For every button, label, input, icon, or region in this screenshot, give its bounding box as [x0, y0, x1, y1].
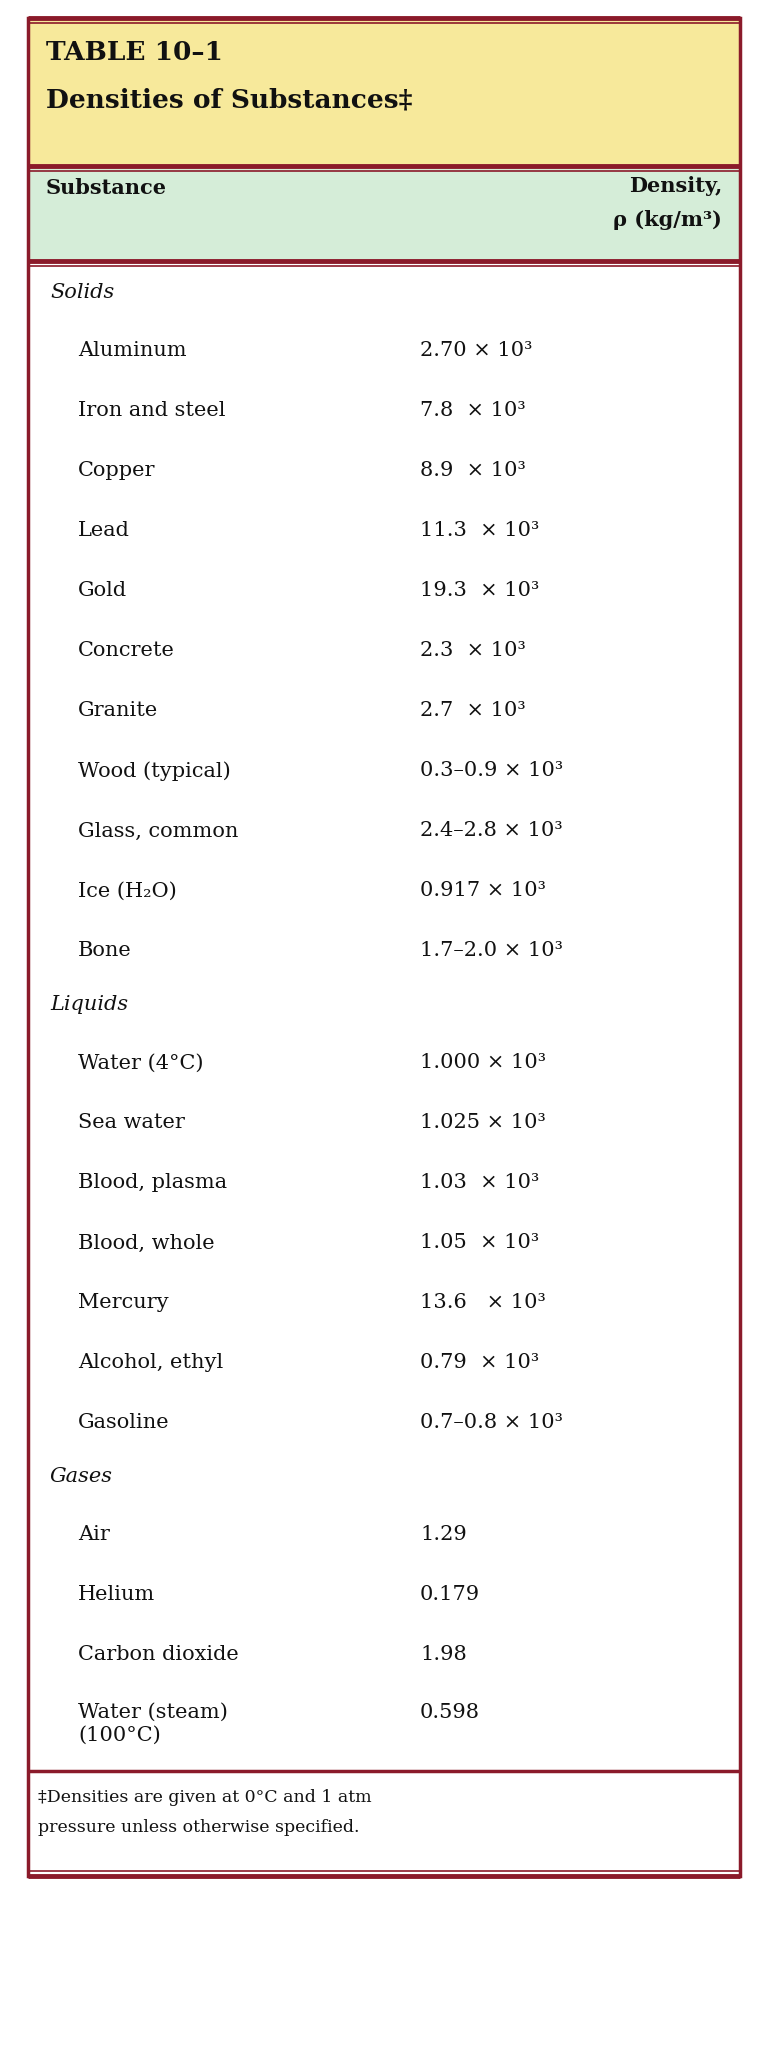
Text: Ice (H₂O): Ice (H₂O)	[78, 882, 177, 900]
Text: Water (4°C): Water (4°C)	[78, 1054, 204, 1072]
Text: ‡Densities are given at 0°C and 1 atm: ‡Densities are given at 0°C and 1 atm	[38, 1788, 372, 1807]
Text: Helium: Helium	[78, 1586, 155, 1604]
Text: ρ (kg/m³): ρ (kg/m³)	[613, 211, 722, 229]
Text: 13.6   × 10³: 13.6 × 10³	[420, 1293, 546, 1311]
Text: Blood, plasma: Blood, plasma	[78, 1174, 227, 1193]
Text: pressure unless otherwise specified.: pressure unless otherwise specified.	[38, 1819, 359, 1835]
Text: Copper: Copper	[78, 462, 155, 481]
Text: 2.3  × 10³: 2.3 × 10³	[420, 642, 526, 661]
Text: 1.000 × 10³: 1.000 × 10³	[420, 1054, 546, 1072]
Text: Carbon dioxide: Carbon dioxide	[78, 1645, 239, 1665]
Text: 2.7  × 10³: 2.7 × 10³	[420, 702, 525, 720]
Text: 0.179: 0.179	[420, 1586, 480, 1604]
Bar	[28, 166, 740, 262]
Text: Alcohol, ethyl: Alcohol, ethyl	[78, 1354, 223, 1373]
Text: 2.70 × 10³: 2.70 × 10³	[420, 342, 532, 360]
Text: 7.8  × 10³: 7.8 × 10³	[420, 401, 525, 421]
Text: Granite: Granite	[78, 702, 158, 720]
Text: 2.4–2.8 × 10³: 2.4–2.8 × 10³	[420, 822, 563, 841]
Text: TABLE 10–1: TABLE 10–1	[46, 41, 223, 65]
Text: Gasoline: Gasoline	[78, 1414, 170, 1432]
Text: Substance: Substance	[46, 178, 167, 198]
Text: Mercury: Mercury	[78, 1293, 169, 1311]
Text: 0.79  × 10³: 0.79 × 10³	[420, 1354, 539, 1373]
Text: 8.9  × 10³: 8.9 × 10³	[420, 462, 526, 481]
Text: 1.05  × 10³: 1.05 × 10³	[420, 1234, 539, 1252]
Text: Wood (typical): Wood (typical)	[78, 761, 230, 782]
Text: 1.29: 1.29	[420, 1526, 467, 1545]
Text: Air: Air	[78, 1526, 110, 1545]
Text: 1.7–2.0 × 10³: 1.7–2.0 × 10³	[420, 941, 563, 960]
Text: Water (steam): Water (steam)	[78, 1702, 228, 1723]
Text: Solids: Solids	[50, 284, 114, 303]
Text: 1.98: 1.98	[420, 1645, 467, 1665]
Text: Bone: Bone	[78, 941, 132, 960]
Text: Blood, whole: Blood, whole	[78, 1234, 214, 1252]
Text: Glass, common: Glass, common	[78, 822, 238, 841]
Text: 0.917 × 10³: 0.917 × 10³	[420, 882, 546, 900]
Bar	[28, 18, 740, 166]
Text: 1.03  × 10³: 1.03 × 10³	[420, 1174, 539, 1193]
Text: 1.025 × 10³: 1.025 × 10³	[420, 1113, 546, 1133]
Text: Lead: Lead	[78, 522, 130, 540]
Text: Sea water: Sea water	[78, 1113, 185, 1133]
Text: (100°C): (100°C)	[78, 1727, 161, 1745]
Text: Density,: Density,	[629, 176, 722, 196]
Text: Aluminum: Aluminum	[78, 342, 187, 360]
Text: 0.7–0.8 × 10³: 0.7–0.8 × 10³	[420, 1414, 563, 1432]
Text: Concrete: Concrete	[78, 642, 175, 661]
Text: Iron and steel: Iron and steel	[78, 401, 226, 421]
Text: 19.3  × 10³: 19.3 × 10³	[420, 581, 539, 599]
Text: 11.3  × 10³: 11.3 × 10³	[420, 522, 539, 540]
Text: Liquids: Liquids	[50, 996, 128, 1015]
Text: Densities of Substances‡: Densities of Substances‡	[46, 88, 412, 113]
Text: Gases: Gases	[50, 1467, 113, 1487]
Text: 0.598: 0.598	[420, 1702, 480, 1723]
Text: 0.3–0.9 × 10³: 0.3–0.9 × 10³	[420, 761, 563, 780]
Text: Gold: Gold	[78, 581, 127, 599]
